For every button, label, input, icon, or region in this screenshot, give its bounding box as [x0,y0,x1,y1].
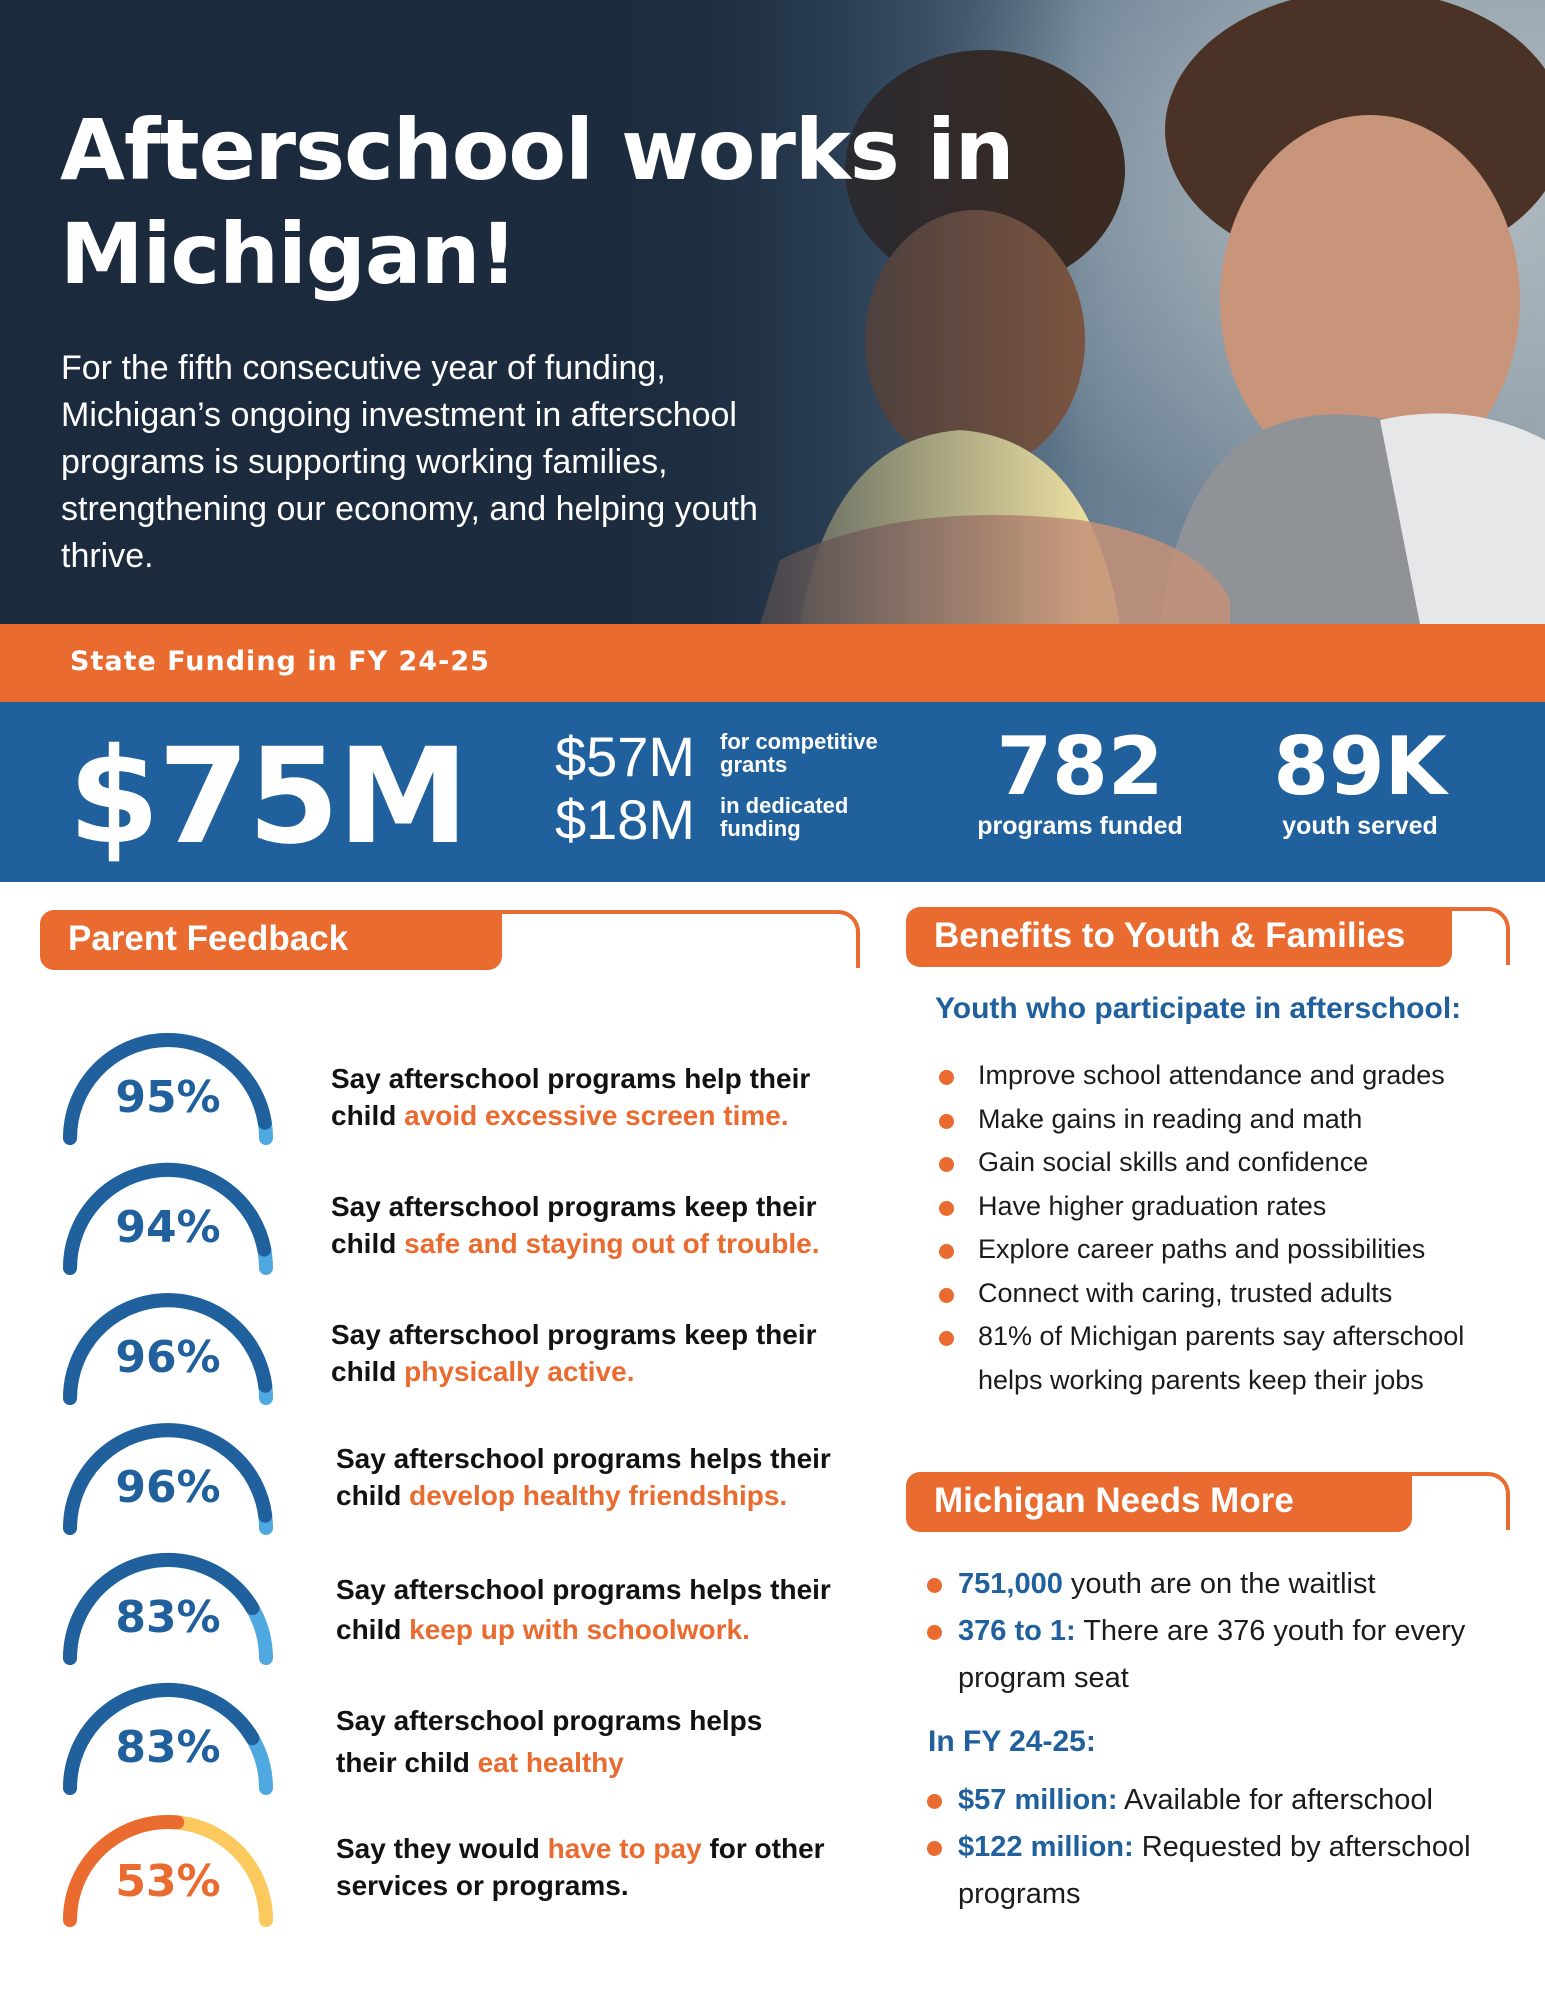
list-item: Have higher graduation rates [935,1185,1495,1229]
gauge-fill [62,1162,272,1275]
feedback-text: Say afterschool programs help their chil… [331,1063,811,1131]
list-item: Make gains in reading and math [935,1098,1495,1142]
feedback-statement: Say afterschool programs help their chil… [331,1060,851,1134]
competitive-grants-amount: $57M [555,725,696,788]
gauge-fill [63,1423,273,1535]
percent-gauge [63,1032,273,1145]
parent-feedback-tab-rule [470,910,860,968]
feedback-highlight: have to pay [547,1833,702,1864]
feedback-highlight: physically active. [404,1356,635,1387]
dedicated-funding-amount: $18M [555,788,696,851]
benefits-list: Improve school attendance and grades Mak… [935,1054,1495,1402]
feedback-text: Say afterschool programs keep their chil… [331,1191,817,1259]
need-text: youth are on the waitlist [1062,1568,1376,1600]
percent-gauge [63,1293,273,1405]
list-item: 376 to 1: There are 376 youth for every … [925,1608,1505,1702]
percent-value: 83% [115,1722,221,1773]
feedback-item: 53% Say they would have to pay for other… [56,1812,856,1932]
list-item: Connect with caring, trusted adults [935,1272,1495,1316]
feedback-statement: Say afterschool programs keep their chil… [331,1316,851,1390]
parent-feedback-heading: Parent Feedback [40,910,502,970]
competitive-grants-note: for competitive grants [720,729,878,777]
benefits-heading: Benefits to Youth & Families [906,907,1452,967]
list-item: 751,000 youth are on the waitlist [925,1561,1505,1608]
percent-value: 95% [115,1072,221,1123]
programs-funded-value: 782 [996,720,1164,813]
feedback-highlight: eat healthy [477,1747,624,1778]
percent-gauge [63,1423,273,1535]
funding-panel: $75M $57M for competitive grants $18M in… [0,702,1545,882]
funding-label-bar: State Funding in FY 24-25 [0,624,1545,702]
needs-heading: Michigan Needs More [906,1472,1412,1532]
feedback-highlight: safe and staying out of trouble. [404,1228,820,1259]
gauge-fill [63,1293,273,1405]
needs-list: 751,000 youth are on the waitlist 376 to… [925,1561,1505,1702]
need-text: There are 376 youth for every program se… [958,1615,1466,1694]
feedback-item: 83% Say afterschool programs helps their… [56,1550,856,1670]
need-figure: 376 to 1: [958,1615,1076,1647]
fy-subheading: In FY 24-25: [928,1725,1096,1758]
feedback-highlight: keep up with schoolwork. [409,1614,750,1645]
feedback-highlight: avoid excessive screen time. [404,1100,789,1131]
funding-label: State Funding in FY 24-25 [70,646,490,677]
percent-value: 96% [115,1462,221,1513]
list-item: $57 million: Available for afterschool [925,1777,1505,1824]
percent-gauge [63,1682,273,1795]
need-figure: 751,000 [958,1568,1063,1600]
list-item: Explore career paths and possibilities [935,1228,1495,1272]
gauge-fill [63,1032,272,1145]
dedicated-funding-note: in dedicated funding [720,793,849,841]
gauge-fill [63,1682,260,1795]
feedback-statement: Say afterschool programs keep their chil… [331,1188,851,1262]
fy-figure: $122 million: [958,1831,1134,1863]
list-item: 81% of Michigan parents say afterschool … [935,1315,1495,1402]
feedback-text: Say afterschool programs keep their chil… [331,1319,817,1387]
page-title: Afterschool works in Michigan! [60,101,1015,303]
feedback-item: 94% Say afterschool programs keep their … [56,1160,856,1280]
feedback-item: 96% Say afterschool programs helps their… [56,1420,856,1540]
benefits-subheading: Youth who participate in afterschool: [935,992,1462,1025]
feedback-statement: Say afterschool programs helps their chi… [336,1570,836,1650]
youth-served-label: youth served [1282,812,1438,840]
programs-funded-label: programs funded [977,812,1183,840]
fy-text: Requested by afterschool programs [958,1831,1471,1910]
feedback-text: Say afterschool programs helps their chi… [336,1443,831,1511]
funding-total: $75M [68,720,469,874]
hero-photo-youth [0,0,1545,624]
list-item: $122 million: Requested by afterschool p… [925,1824,1505,1918]
percent-value: 83% [115,1592,221,1643]
list-item: Gain social skills and confidence [935,1141,1495,1185]
feedback-text: Say afterschool programs helps their chi… [336,1705,763,1778]
intro-paragraph: For the fifth consecutive year of fundin… [61,349,758,575]
youth-served-value: 89K [1273,720,1447,813]
feedback-item: 96% Say afterschool programs keep their … [56,1290,856,1410]
percent-gauge [63,1552,273,1665]
percent-gauge [62,1162,273,1275]
needs-tab-rule [1380,1472,1510,1530]
hero-banner: Afterschool works in Michigan! For the f… [0,0,1545,624]
list-item: Improve school attendance and grades [935,1054,1495,1098]
percent-value: 96% [115,1332,221,1383]
percent-gauge [63,1814,273,1927]
feedback-text-after: for other services or programs. [336,1833,825,1901]
percent-value: 94% [115,1202,221,1253]
percent-value: 53% [115,1856,221,1907]
fy-figure: $57 million: [958,1784,1118,1816]
feedback-statement: Say afterschool programs helps their chi… [336,1700,796,1784]
feedback-text: Say afterschool programs helps their chi… [336,1574,831,1645]
fy-text: Available for afterschool [1117,1784,1433,1816]
feedback-highlight: develop healthy friendships. [409,1480,788,1511]
gauge-fill [63,1814,185,1927]
fy-list: $57 million: Available for afterschool $… [925,1777,1505,1918]
feedback-statement: Say afterschool programs helps their chi… [336,1440,856,1514]
feedback-item: 95% Say afterschool programs help their … [56,1030,856,1150]
feedback-text: Say they would [336,1833,548,1864]
feedback-item: 83% Say afterschool programs helps their… [56,1680,856,1800]
gauge-fill [63,1552,260,1665]
feedback-statement: Say they would have to pay for other ser… [336,1830,876,1904]
